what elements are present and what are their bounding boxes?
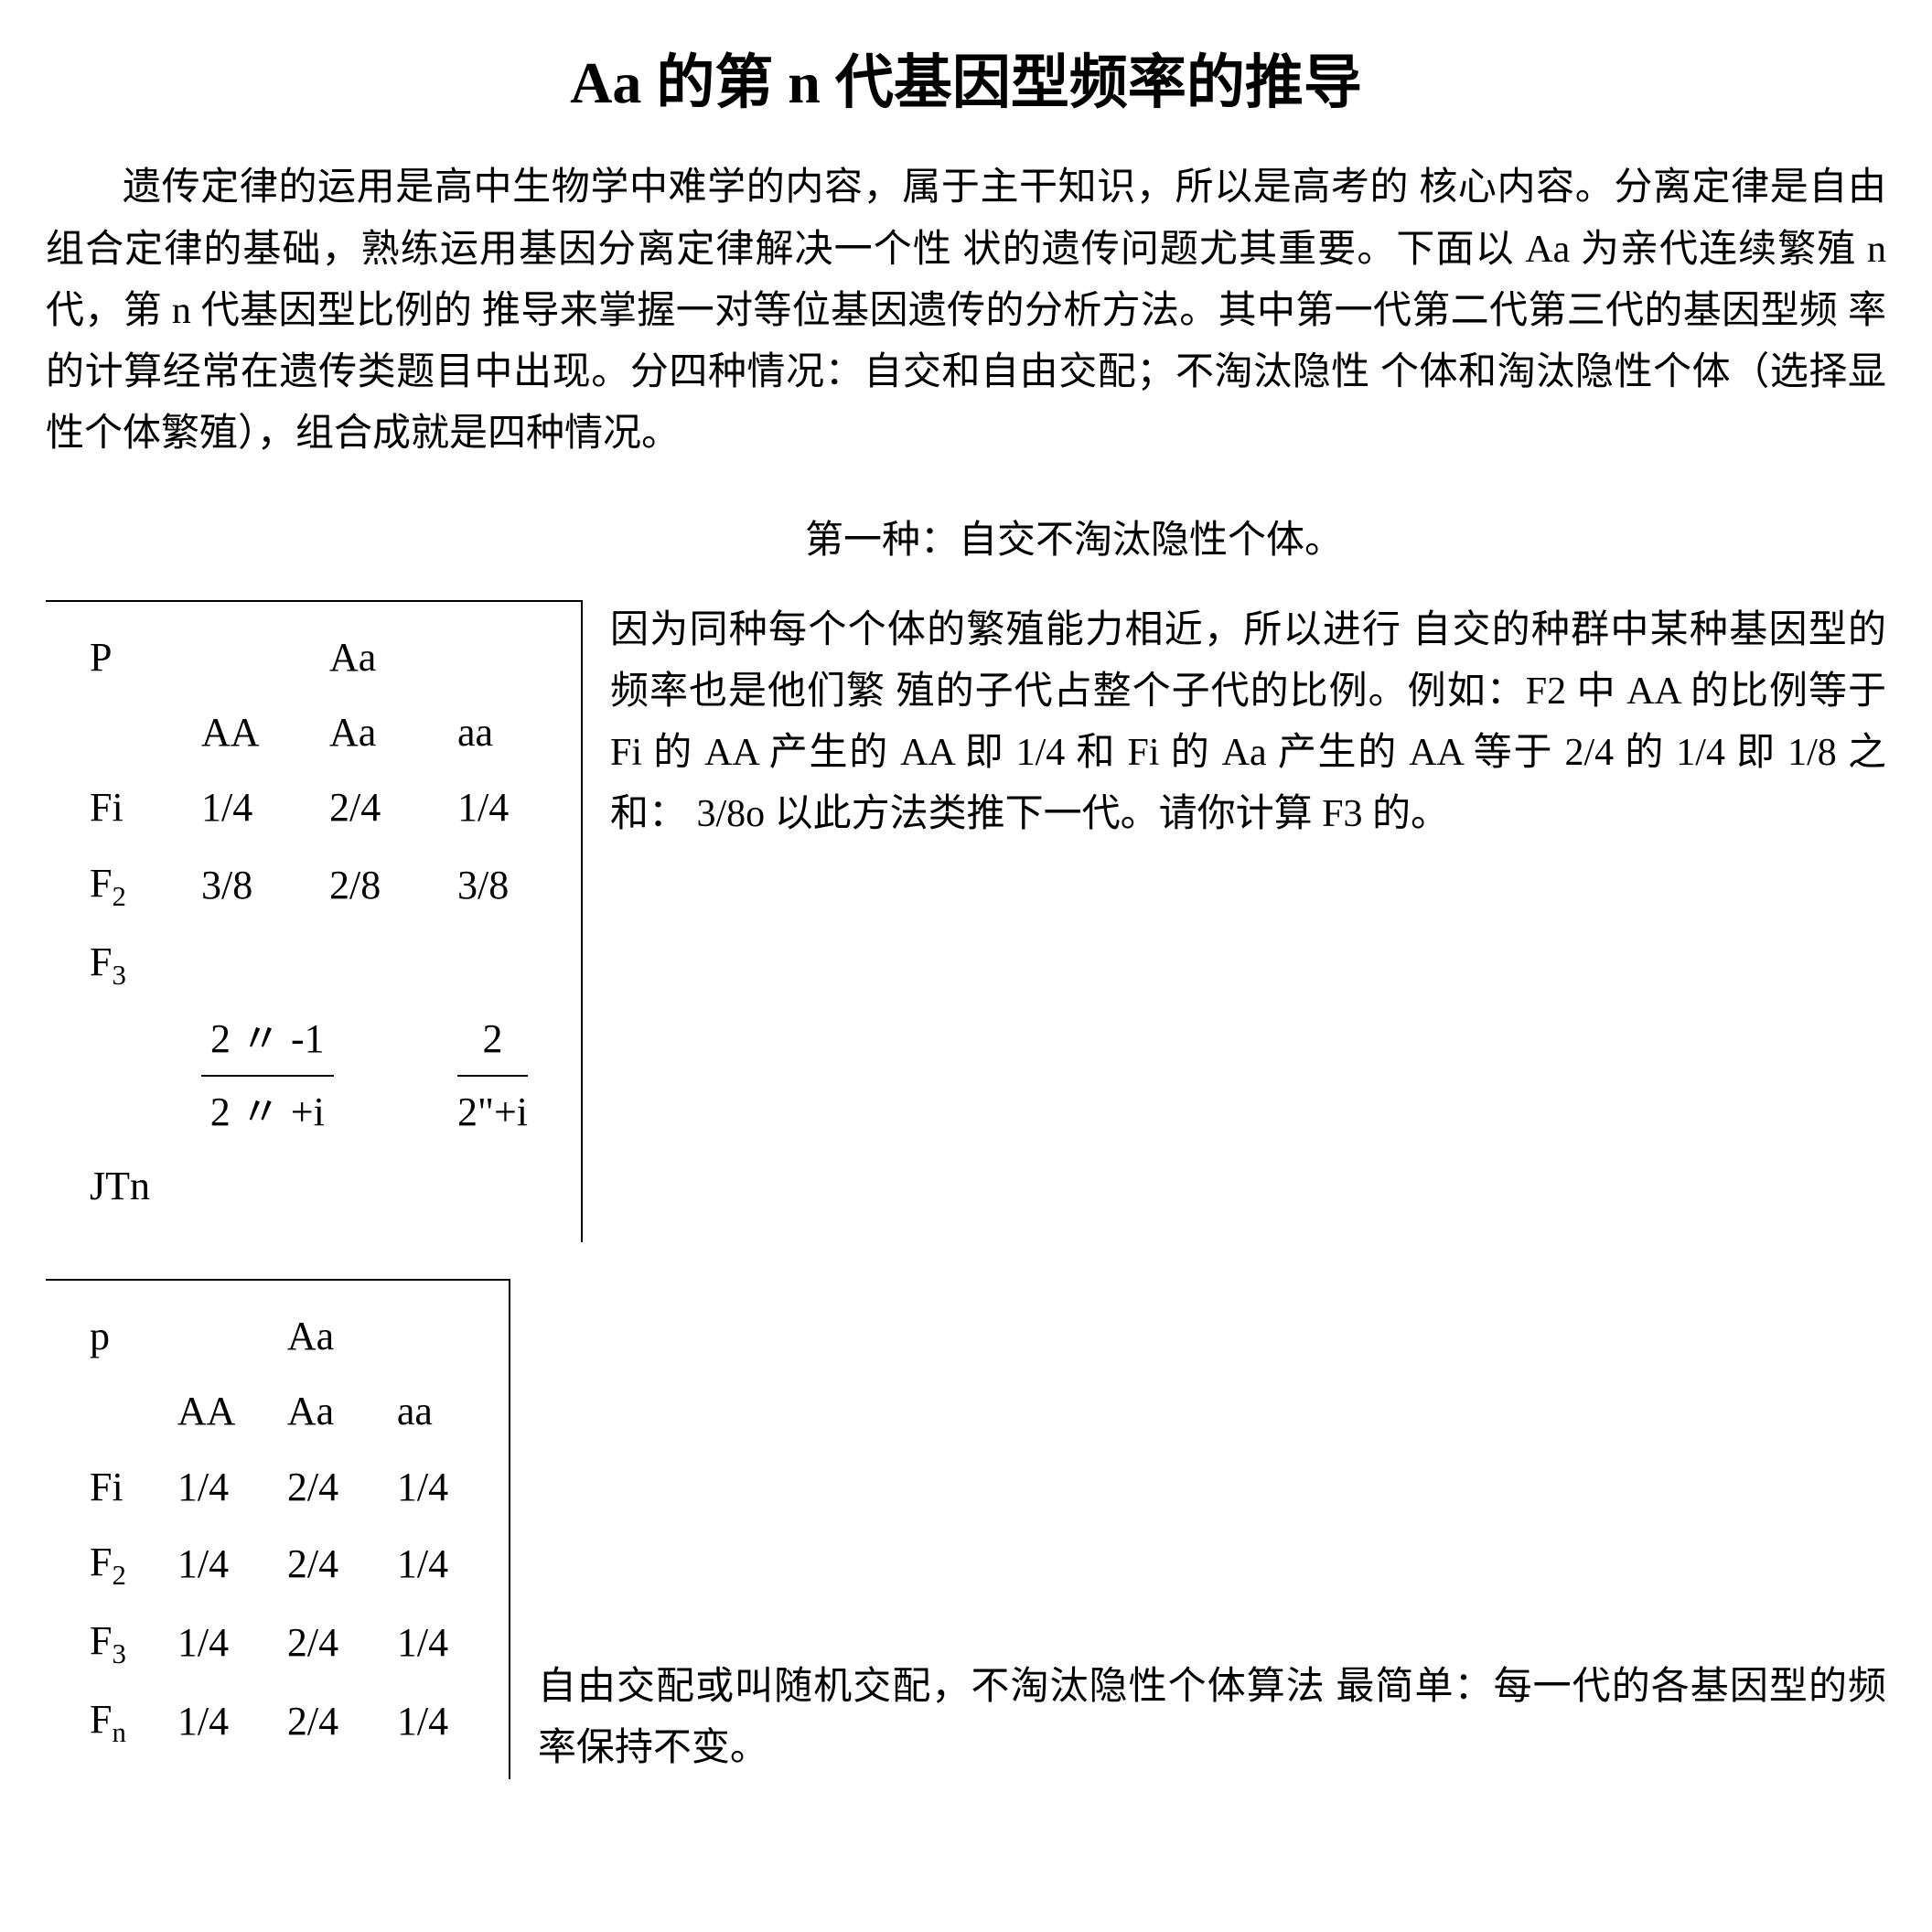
row-fi: Fi	[64, 770, 176, 845]
table-row: 2 〃 -1 2 〃 +i 2 2"+i	[64, 1004, 553, 1149]
table-row: Fi 1/4 2/4 1/4	[64, 1450, 481, 1525]
col-aa: aa	[371, 1374, 481, 1449]
table-row: Fi 1/4 2/4 1/4	[64, 770, 553, 845]
cell: 1/4	[371, 1450, 481, 1525]
cell: 1/4	[371, 1682, 481, 1761]
col-AA: AA	[152, 1374, 262, 1449]
col-aa: aa	[432, 695, 553, 770]
cell: 2/4	[304, 770, 432, 845]
table-row: P Aa	[64, 620, 553, 695]
case2-table-wrap: p Aa AA Aa aa Fi 1/4 2/4 1/4	[46, 1279, 510, 1779]
cell: 2/4	[262, 1604, 371, 1682]
cell: 1/4	[176, 770, 304, 845]
table-row: p Aa	[64, 1299, 481, 1374]
cell: 1/4	[152, 1604, 262, 1682]
row-f3: F3	[64, 1604, 152, 1682]
cell: 3/8	[432, 846, 553, 925]
cell: 1/4	[152, 1525, 262, 1604]
cell-p: p	[64, 1299, 152, 1374]
case1-desc: 因为同种每个个体的繁殖能力相近，所以进行 自交的种群中某种基因型的频率也是他们繁…	[610, 600, 1886, 846]
case2-section: p Aa AA Aa aa Fi 1/4 2/4 1/4	[46, 1279, 1886, 1779]
row-jtn: JTn	[64, 1149, 176, 1224]
col-AA: AA	[176, 695, 304, 770]
row-f3: F3	[64, 925, 176, 1004]
col-Aa: Aa	[262, 1374, 371, 1449]
table-row: F3	[64, 925, 553, 1004]
row-fi: Fi	[64, 1450, 152, 1525]
table-row: F2 3/8 2/8 3/8	[64, 846, 553, 925]
cell: 2/4	[262, 1450, 371, 1525]
cell: 2/8	[304, 846, 432, 925]
cell: 3/8	[176, 846, 304, 925]
row-f2: F2	[64, 1525, 152, 1604]
cell-aa-header: Aa	[304, 620, 432, 695]
case2-desc: 自由交配或叫随机交配，不淘汰隐性个体算法 最简单：每一代的各基因型的频率保持不变…	[538, 1657, 1886, 1779]
cell: 1/4	[432, 770, 553, 845]
cell: 2/4	[262, 1525, 371, 1604]
cell: 1/4	[371, 1604, 481, 1682]
case1-table: P Aa AA Aa aa Fi 1/4 2/4 1/4	[64, 620, 553, 1224]
cell-aa-header: Aa	[262, 1299, 371, 1374]
frac2: 2 2"+i	[432, 1004, 553, 1149]
page-title: Aa 的第 n 代基因型频率的推导	[46, 37, 1886, 130]
cell-p: P	[64, 620, 176, 695]
intro-paragraph: 遗传定律的运用是高中生物学中难学的内容，属于主干知识，所以是高考的 核心内容。分…	[46, 157, 1886, 465]
case2-table: p Aa AA Aa aa Fi 1/4 2/4 1/4	[64, 1299, 481, 1761]
table-row: Fn 1/4 2/4 1/4	[64, 1682, 481, 1761]
case1-section: P Aa AA Aa aa Fi 1/4 2/4 1/4	[46, 600, 1886, 1242]
cell: 1/4	[152, 1450, 262, 1525]
row-fn: Fn	[64, 1682, 152, 1761]
table-row: AA Aa aa	[64, 695, 553, 770]
col-Aa: Aa	[304, 695, 432, 770]
case1-table-wrap: P Aa AA Aa aa Fi 1/4 2/4 1/4	[46, 600, 583, 1242]
cell: 2/4	[262, 1682, 371, 1761]
table-row: F2 1/4 2/4 1/4	[64, 1525, 481, 1604]
table-row: F3 1/4 2/4 1/4	[64, 1604, 481, 1682]
case1-label: 第一种：自交不淘汰隐性个体。	[805, 510, 1886, 572]
table-row: AA Aa aa	[64, 1374, 481, 1449]
cell: 1/4	[371, 1525, 481, 1604]
table-row: JTn	[64, 1149, 553, 1224]
frac1: 2 〃 -1 2 〃 +i	[176, 1004, 432, 1149]
row-f2: F2	[64, 846, 176, 925]
cell: 1/4	[152, 1682, 262, 1761]
